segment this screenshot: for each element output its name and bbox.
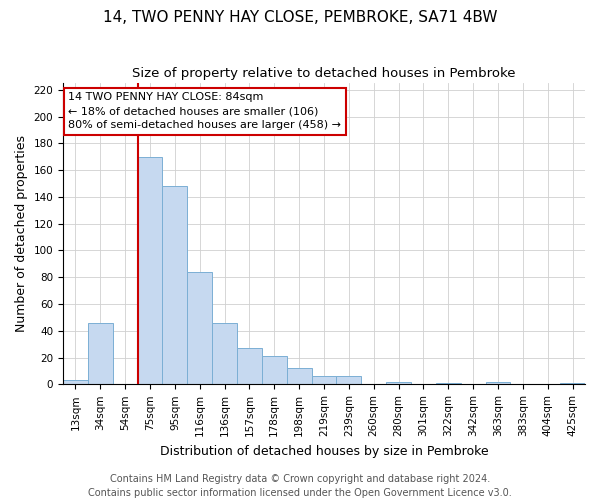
Text: 14 TWO PENNY HAY CLOSE: 84sqm
← 18% of detached houses are smaller (106)
80% of : 14 TWO PENNY HAY CLOSE: 84sqm ← 18% of d… [68,92,341,130]
Bar [237,348,262,385]
Bar [212,322,237,384]
Bar [436,383,461,384]
Bar [311,376,337,384]
Bar [287,368,311,384]
Bar [337,376,361,384]
Bar [485,382,511,384]
Text: 14, TWO PENNY HAY CLOSE, PEMBROKE, SA71 4BW: 14, TWO PENNY HAY CLOSE, PEMBROKE, SA71 … [103,10,497,25]
Bar [137,156,163,384]
Bar [88,322,113,384]
Bar [187,272,212,384]
Bar [63,380,88,384]
Bar [386,382,411,384]
Bar [163,186,187,384]
Bar [560,383,585,384]
Title: Size of property relative to detached houses in Pembroke: Size of property relative to detached ho… [132,68,516,80]
Text: Contains HM Land Registry data © Crown copyright and database right 2024.
Contai: Contains HM Land Registry data © Crown c… [88,474,512,498]
X-axis label: Distribution of detached houses by size in Pembroke: Distribution of detached houses by size … [160,444,488,458]
Bar [262,356,287,384]
Y-axis label: Number of detached properties: Number of detached properties [15,135,28,332]
